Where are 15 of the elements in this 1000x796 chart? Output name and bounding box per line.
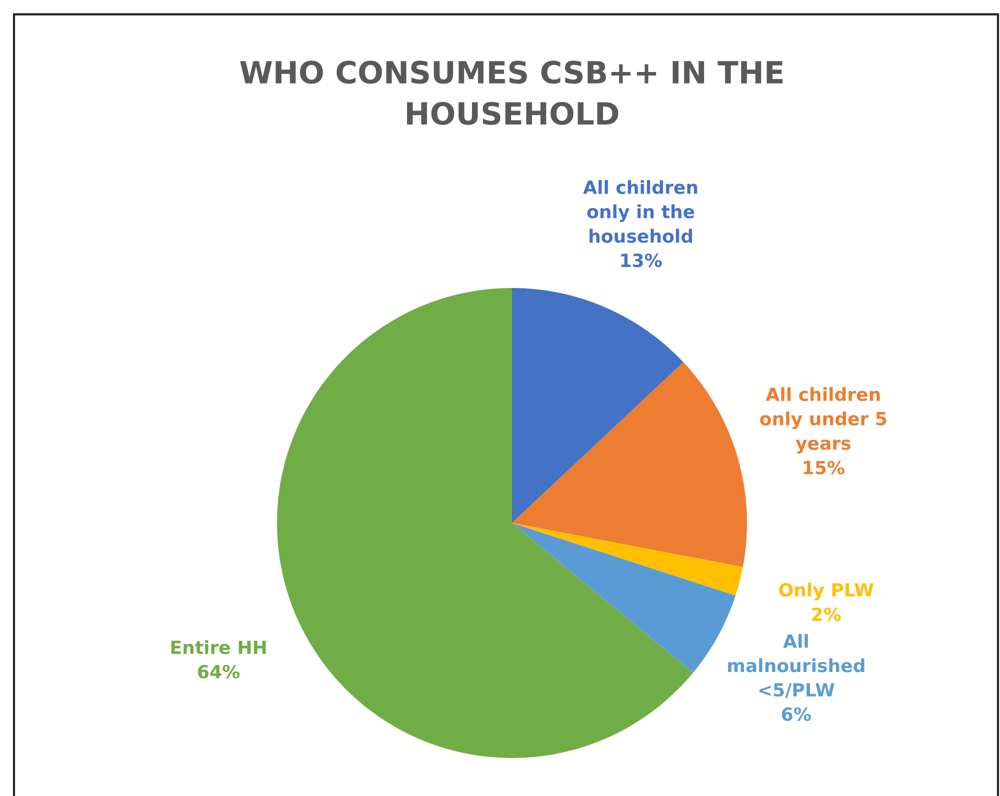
pie-slice (512, 523, 743, 596)
chart-title: WHO CONSUMES CSB++ IN THE HOUSEHOLD (240, 60, 783, 125)
slice-label: Entire HH (171, 640, 266, 654)
data-label: 6% (782, 707, 811, 721)
slice-label: Only PLW (779, 582, 874, 600)
slice-label: All children only in the household (583, 180, 698, 243)
pie-slice (512, 288, 684, 524)
slice-label: All children only under 5 years (760, 387, 886, 454)
data-label: 15% (804, 460, 844, 474)
data-label: 64% (198, 664, 240, 678)
data-label: 2% (812, 607, 841, 622)
data-label: 13% (621, 254, 662, 268)
pie-slice (512, 362, 747, 568)
pie-slice (277, 288, 694, 758)
slice-label: All malnourished <5/PLW (728, 634, 864, 698)
